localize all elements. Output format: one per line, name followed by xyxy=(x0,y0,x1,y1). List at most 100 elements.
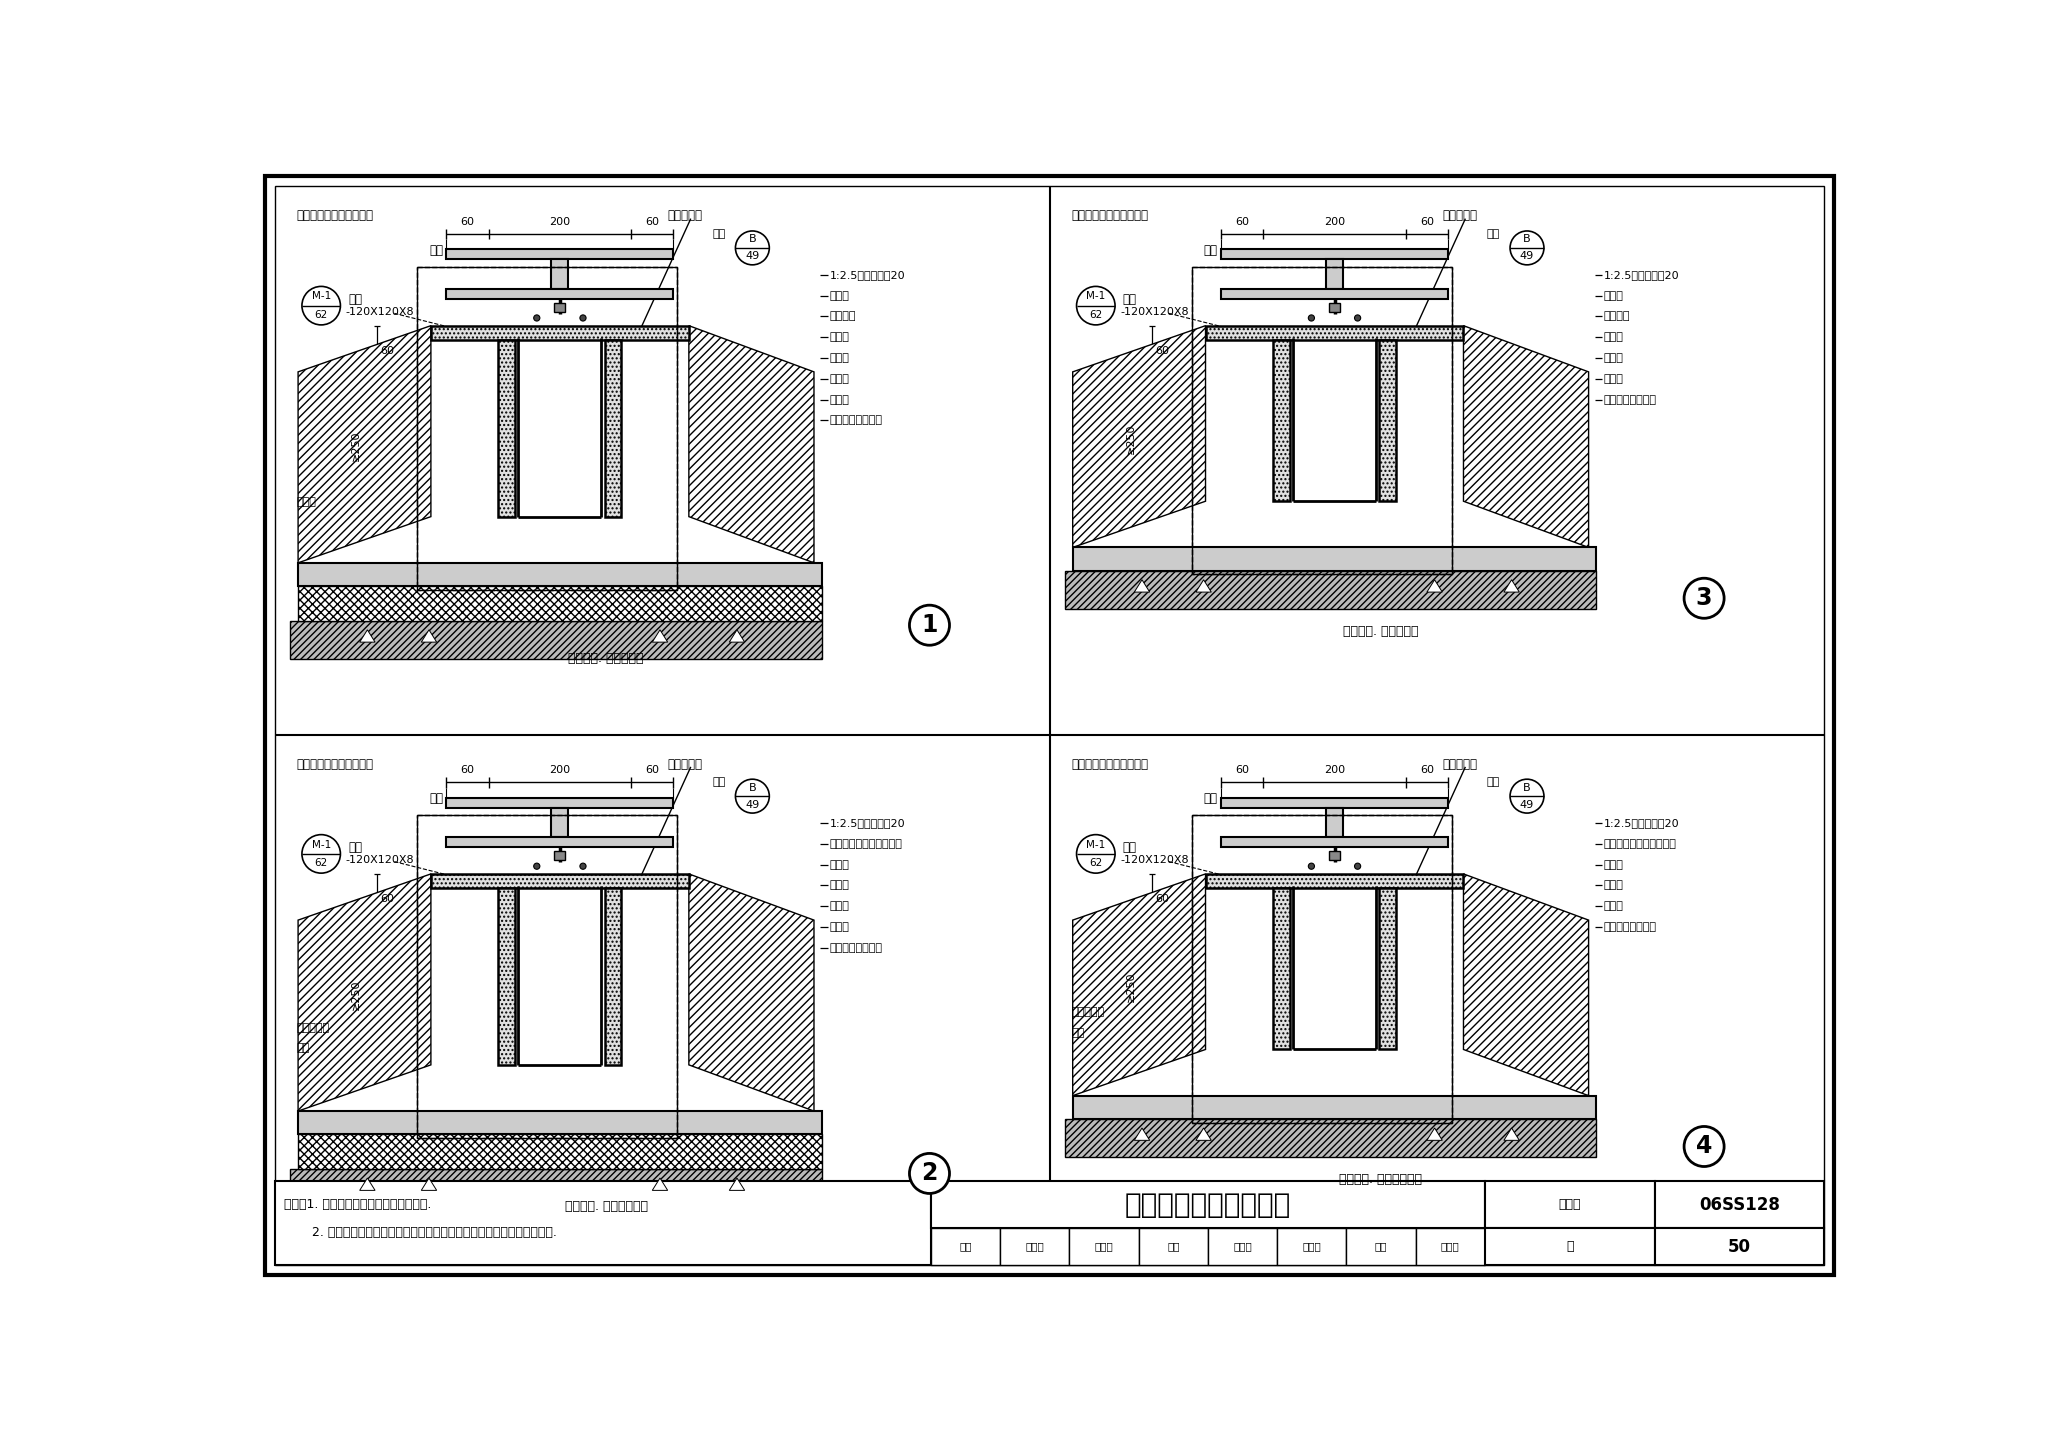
Text: （有保温. 不上人屋面）: （有保温. 不上人屋面） xyxy=(565,1200,647,1213)
Text: 图集号: 图集号 xyxy=(1559,1198,1581,1211)
Text: -120X120X8: -120X120X8 xyxy=(346,308,414,318)
Text: 保温层: 保温层 xyxy=(297,497,315,507)
Text: 详见: 详见 xyxy=(1487,777,1501,787)
Text: 60: 60 xyxy=(381,346,395,356)
Bar xyxy=(1274,888,1290,1049)
Polygon shape xyxy=(1464,326,1589,547)
Text: B: B xyxy=(750,783,756,793)
Bar xyxy=(1485,1181,1655,1229)
Bar xyxy=(498,888,516,1065)
Bar xyxy=(446,250,674,260)
Text: B: B xyxy=(750,234,756,244)
Text: -120X120X8: -120X120X8 xyxy=(346,855,414,865)
Text: 页: 页 xyxy=(1567,1240,1573,1253)
Text: 预埋: 预埋 xyxy=(1122,293,1137,306)
Text: 保温层: 保温层 xyxy=(829,901,850,911)
Text: 60: 60 xyxy=(645,766,659,776)
Text: 钢筋混凝土屋面板: 钢筋混凝土屋面板 xyxy=(1604,395,1657,405)
Text: 钢梁: 钢梁 xyxy=(1204,792,1219,805)
Text: 防水层: 防水层 xyxy=(1604,332,1624,342)
Text: 200: 200 xyxy=(1323,766,1346,776)
Bar xyxy=(1065,570,1595,609)
Polygon shape xyxy=(1073,326,1206,547)
Text: 60: 60 xyxy=(645,217,659,227)
Text: 密封膏封严: 密封膏封严 xyxy=(668,210,702,223)
Text: 涂料、砂浆或粒料保护层: 涂料、砂浆或粒料保护层 xyxy=(1604,839,1677,849)
Polygon shape xyxy=(1196,579,1210,592)
Bar xyxy=(604,339,621,517)
Bar xyxy=(1192,815,1452,1122)
Bar xyxy=(430,326,688,339)
Circle shape xyxy=(535,864,541,869)
Bar xyxy=(1415,1229,1485,1265)
Text: M-1: M-1 xyxy=(311,292,332,302)
Text: 集热器支架（厂家提供）: 集热器支架（厂家提供） xyxy=(297,210,373,223)
Text: 涂料、砂浆或粒料保护层: 涂料、砂浆或粒料保护层 xyxy=(829,839,903,849)
Text: -120X120X8: -120X120X8 xyxy=(1120,855,1190,865)
Text: 粗砂垫层: 粗砂垫层 xyxy=(829,312,856,322)
Text: （无保温. 上人屋面）: （无保温. 上人屋面） xyxy=(1343,625,1419,638)
Text: 60: 60 xyxy=(1155,894,1169,904)
Polygon shape xyxy=(1135,1128,1149,1141)
Text: 2. 集热器及其连接件的尺寸、规格、荷载、位置及安全要求由厂家提供.: 2. 集热器及其连接件的尺寸、规格、荷载、位置及安全要求由厂家提供. xyxy=(285,1226,557,1239)
Text: 块材: 块材 xyxy=(297,1043,309,1053)
Circle shape xyxy=(580,864,586,869)
Polygon shape xyxy=(299,874,430,1111)
Text: 郑伯岳: 郑伯岳 xyxy=(1303,1242,1321,1252)
Polygon shape xyxy=(688,326,813,563)
Text: 60: 60 xyxy=(1155,346,1169,356)
Circle shape xyxy=(1683,1127,1724,1167)
Text: 找平层: 找平层 xyxy=(1604,354,1624,364)
Text: 张树君: 张树君 xyxy=(1026,1242,1044,1252)
Bar xyxy=(1139,1229,1208,1265)
Text: 密封膏封严: 密封膏封严 xyxy=(1442,210,1477,223)
Bar xyxy=(932,1181,1485,1229)
Bar xyxy=(1221,289,1448,299)
Bar xyxy=(498,339,516,517)
Text: （有保温. 上人屋面）: （有保温. 上人屋面） xyxy=(569,652,643,665)
Text: 62: 62 xyxy=(1090,858,1102,868)
Text: 设计: 设计 xyxy=(1374,1242,1386,1252)
Text: 详见: 详见 xyxy=(713,777,725,787)
Bar xyxy=(418,267,678,589)
Bar xyxy=(604,888,621,1065)
Polygon shape xyxy=(360,1178,375,1190)
Bar xyxy=(1325,260,1343,289)
Text: 62: 62 xyxy=(315,858,328,868)
Circle shape xyxy=(1509,231,1544,264)
Text: 找平层: 找平层 xyxy=(1604,881,1624,891)
Polygon shape xyxy=(1073,874,1206,1095)
Circle shape xyxy=(735,779,770,813)
Text: 顾伯岳: 顾伯岳 xyxy=(1233,1242,1251,1252)
Text: 1:2.5水泥砂浆厚20: 1:2.5水泥砂浆厚20 xyxy=(1604,270,1679,280)
Polygon shape xyxy=(422,629,436,642)
Text: B: B xyxy=(1524,783,1530,793)
Text: 预埋: 预埋 xyxy=(348,293,362,306)
Text: 集热器支架（厂家提供）: 集热器支架（厂家提供） xyxy=(1071,210,1149,223)
Bar xyxy=(555,303,565,312)
Bar xyxy=(299,1111,821,1134)
Text: ≥250: ≥250 xyxy=(350,979,360,1010)
Text: 60: 60 xyxy=(461,217,475,227)
Circle shape xyxy=(909,1154,950,1194)
Text: 详见: 详见 xyxy=(713,228,725,239)
Text: 1:2.5水泥砂浆厚20: 1:2.5水泥砂浆厚20 xyxy=(1604,818,1679,828)
Bar xyxy=(1378,888,1397,1049)
Bar xyxy=(1274,339,1290,502)
Text: 找平层: 找平层 xyxy=(829,354,850,364)
Bar xyxy=(1278,1229,1346,1265)
Text: 块材: 块材 xyxy=(1071,1027,1083,1038)
Text: 62: 62 xyxy=(315,310,328,320)
Bar xyxy=(418,815,678,1138)
Text: 找平层: 找平层 xyxy=(829,881,850,891)
Text: 保温层: 保温层 xyxy=(829,374,850,384)
Text: 校对: 校对 xyxy=(1167,1242,1180,1252)
Polygon shape xyxy=(651,1178,668,1190)
Text: 60: 60 xyxy=(1235,217,1249,227)
Text: 06SS128: 06SS128 xyxy=(1700,1196,1780,1214)
Circle shape xyxy=(301,286,340,325)
Text: 检修通道缝: 检修通道缝 xyxy=(297,1023,330,1033)
Bar xyxy=(551,260,569,289)
Text: 集热器支架（厂家提供）: 集热器支架（厂家提供） xyxy=(1071,757,1149,770)
Circle shape xyxy=(1509,779,1544,813)
